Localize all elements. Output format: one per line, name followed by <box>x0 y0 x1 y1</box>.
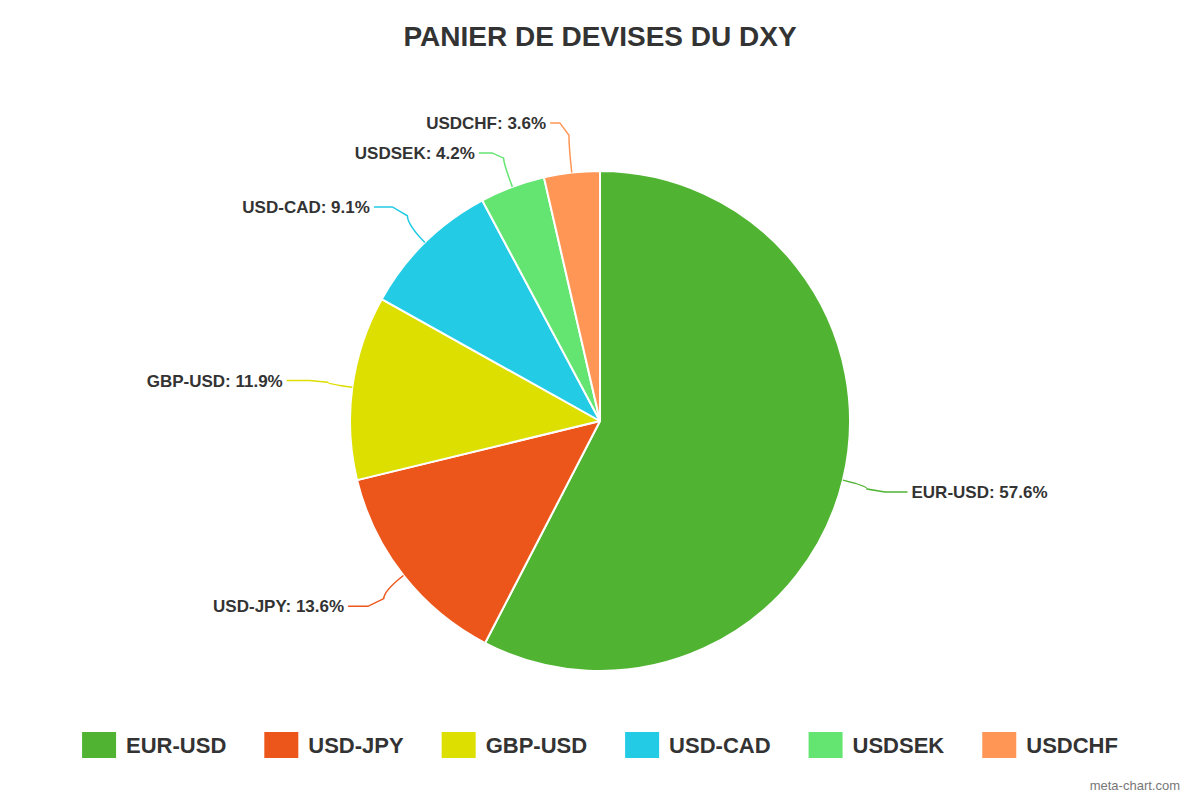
legend-item: EUR-USD <box>82 732 226 758</box>
data-label: USD-CAD: 9.1% <box>242 198 370 217</box>
background <box>0 0 1200 800</box>
connector <box>348 575 403 606</box>
data-label: GBP-USD: 11.9% <box>147 372 283 391</box>
legend-item: USD-JPY <box>264 732 404 758</box>
legend-label: USD-CAD <box>669 733 770 758</box>
connector <box>287 381 353 388</box>
legend-swatch <box>264 732 298 758</box>
data-label: USDSEK: 4.2% <box>355 144 475 163</box>
slices <box>350 171 850 671</box>
legend-item: USDCHF <box>982 732 1118 758</box>
source: meta-chart.com <box>1090 778 1180 793</box>
legend-label: USDSEK <box>853 733 945 758</box>
legend-swatch <box>442 732 476 758</box>
legend-label: USD-JPY <box>308 733 404 758</box>
legend-item: USD-CAD <box>625 732 770 758</box>
legend-swatch <box>809 732 843 758</box>
legend-label: GBP-USD <box>486 733 587 758</box>
title: PANIER DE DEVISES DU DXY <box>403 21 796 52</box>
data-label: USDCHF: 3.6% <box>426 114 546 133</box>
data-label: USD-JPY: 13.6% <box>213 597 344 616</box>
connector <box>843 480 908 492</box>
legend: EUR-USD USD-JPY GBP-USD USD-CAD USDSEK USDCHF <box>82 732 1118 758</box>
connector <box>374 207 425 243</box>
slice <box>544 171 600 421</box>
legend-label: USDCHF <box>1026 733 1118 758</box>
legend-item: GBP-USD <box>442 732 587 758</box>
legend-label: EUR-USD <box>126 733 226 758</box>
chart: PANIER DE DEVISES DU DXY EUR-USD: 57.6% US… <box>0 0 1200 800</box>
legend-swatch <box>625 732 659 758</box>
legend-item: USDSEK <box>809 732 945 758</box>
connector <box>550 123 572 173</box>
data-label: EUR-USD: 57.6% <box>911 483 1047 502</box>
data-labels: EUR-USD: 57.6% USD-JPY: 13.6% GBP-USD: 11.… <box>147 114 1048 616</box>
legend-swatch <box>82 732 116 758</box>
connector <box>479 153 513 187</box>
legend-swatch <box>982 732 1016 758</box>
